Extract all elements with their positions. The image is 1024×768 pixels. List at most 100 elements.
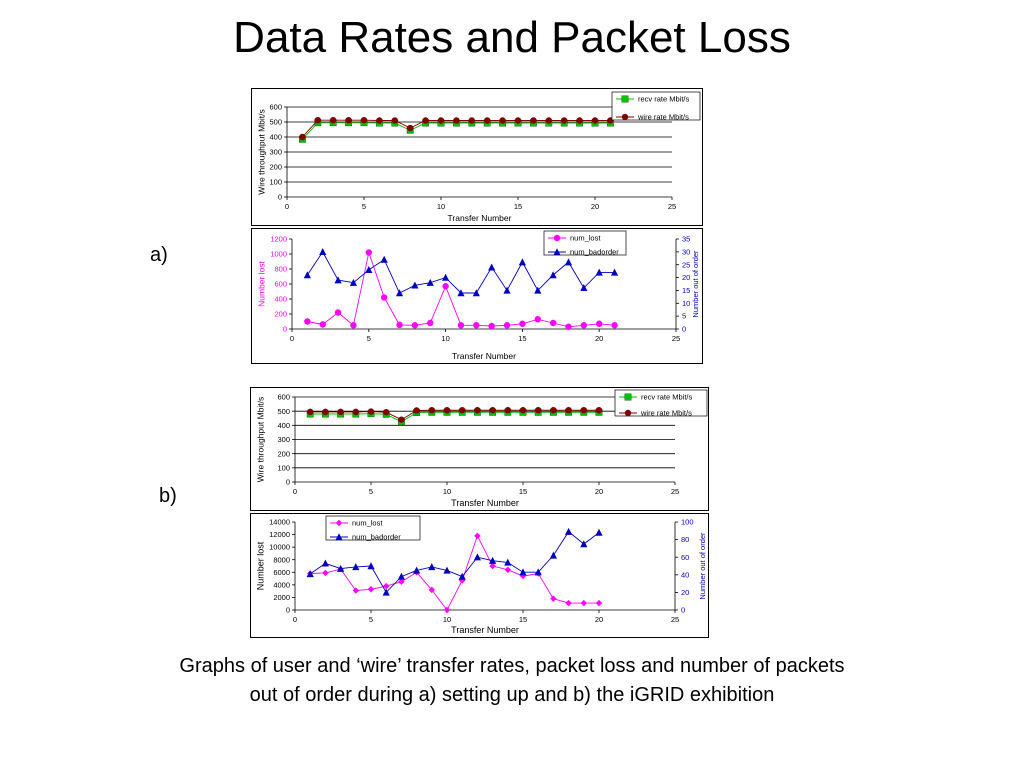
a-rates-data-point	[314, 117, 321, 124]
a-rates-data-point	[545, 117, 552, 124]
a-loss-series-num_lost	[304, 249, 618, 330]
a-rates-y-tick-label: 500	[269, 118, 282, 127]
b-rates-data-point	[504, 406, 511, 414]
b-loss-legend-marker	[335, 519, 343, 527]
b-loss-data-point	[397, 572, 405, 580]
b-loss-y-tick-label: 4000	[273, 580, 290, 589]
a-rates-data-point	[468, 117, 475, 124]
b-rates-y-tick-label: 0	[286, 478, 290, 487]
b-rates-x-tick-label: 15	[519, 487, 527, 496]
b-loss-data-point	[534, 568, 542, 576]
b-rates-legend: recv rate Mbit/s wire rate Mbit/s	[614, 389, 708, 418]
a-rates-legend-label: recv rate Mbit/s	[638, 95, 690, 104]
a-rates-data-point	[530, 117, 537, 124]
a-loss-data-point	[303, 271, 311, 279]
b-rates-data-point	[595, 406, 603, 414]
a-loss-data-point	[442, 283, 449, 290]
a-loss-y2-tick-label: 15	[682, 286, 690, 295]
a-loss-y-tick-label: 1000	[270, 250, 287, 259]
a-loss-legend-marker	[553, 248, 561, 256]
b-rates-data-point	[383, 408, 390, 416]
b-loss-series-num_badorder	[306, 527, 603, 596]
b-loss-data-point	[443, 566, 451, 574]
b-loss-y2-tick-label: 20	[681, 588, 689, 597]
a-loss-data-point	[580, 284, 588, 292]
b-rates-data-point	[352, 408, 359, 416]
a-loss-data-point	[380, 255, 388, 263]
a-rates-x-tick-label: 5	[362, 202, 366, 211]
b-loss-data-point	[352, 587, 359, 594]
a-loss-legend-label: num_lost	[570, 234, 601, 243]
b-loss-data-point	[367, 586, 375, 593]
b-loss-y2-tick-label: 60	[681, 553, 689, 562]
b-rates-data-point	[443, 406, 451, 414]
a-rates-series-wire rate Mbit/s	[299, 117, 614, 141]
a-loss-x-tick-label: 20	[595, 334, 603, 343]
a-rates-x-tick-label: 10	[437, 202, 445, 211]
b-loss-series-num_lost	[307, 532, 603, 614]
a-loss-y-tick-label: 400	[274, 295, 287, 304]
b-loss-data-point	[367, 562, 375, 570]
a-loss-y2-tick-label: 30	[682, 247, 690, 256]
b-rates-x-tick-label: 20	[595, 487, 603, 496]
chart-b-rates-svg: 0 100 200 300 400 500 600 0 5 10 15 20 25 Transfer Nu…	[255, 389, 708, 508]
slide-caption: Graphs of user and ‘wire’ transfer rates…	[40, 652, 984, 710]
a-loss-y-tick-label: 200	[274, 310, 287, 319]
a-loss-data-point	[472, 289, 480, 297]
b-loss-y2-tick-label: 80	[681, 535, 689, 544]
a-rates-data-point	[576, 117, 583, 124]
a-loss-data-point	[411, 322, 419, 329]
b-loss-data-point	[473, 553, 481, 561]
a-rates-data-point	[484, 117, 491, 124]
a-rates-x-tick-label: 0	[285, 202, 289, 211]
b-rates-data-point	[565, 406, 572, 414]
caption-line-1: Graphs of user and ‘wire’ transfer rates…	[179, 655, 845, 677]
a-loss-data-point	[319, 321, 326, 328]
panel-label-a: a)	[150, 244, 168, 266]
a-loss-legend-label: num_badorder	[570, 248, 619, 257]
a-loss-data-point	[411, 281, 419, 289]
b-loss-x-tick-label: 5	[369, 615, 373, 624]
a-loss-data-point	[488, 322, 495, 330]
slide-title: Data Rates and Packet Loss	[233, 13, 791, 62]
a-loss-y2-tick-label: 5	[682, 312, 686, 321]
a-loss-y2-tick-label: 20	[682, 273, 690, 282]
a-loss-data-point	[396, 321, 403, 329]
a-rates-y-tick-label: 600	[269, 103, 282, 112]
b-loss-data-point	[382, 588, 390, 596]
a-loss-y2-tick-label: 25	[682, 260, 690, 269]
b-loss-y-tick-label: 8000	[273, 555, 290, 564]
a-rates-data-point	[360, 117, 368, 124]
b-rates-data-point	[428, 406, 435, 414]
b-rates-data-point	[474, 406, 481, 414]
a-loss-y-tick-label: 800	[274, 265, 287, 274]
b-loss-x-tick-label: 25	[671, 615, 679, 624]
a-rates-legend-marker	[621, 95, 629, 103]
chart-b-loss: 0 2000 4000 6000 8000 10000 12000 14000 0 20 40 60 8…	[250, 513, 709, 638]
a-rates-data-point	[391, 117, 398, 124]
b-loss-y-tick-label: 14000	[269, 518, 290, 527]
a-loss-data-point	[595, 268, 603, 276]
b-rates-data-point	[307, 408, 314, 416]
caption-line-2: out of order during a) setting up and b)…	[249, 684, 775, 706]
a-rates-data-point	[407, 124, 414, 132]
a-loss-x-axis-label: Transfer Number	[452, 351, 516, 361]
a-rates-data-point	[561, 117, 568, 124]
b-loss-data-point	[489, 556, 497, 564]
a-rates-legend-label: wire rate Mbit/s	[637, 113, 689, 122]
a-loss-x-tick-label: 0	[290, 334, 294, 343]
a-loss-data-point	[596, 320, 603, 327]
b-loss-x-tick-label: 0	[293, 615, 297, 624]
a-loss-y2-tick-label: 35	[682, 235, 690, 244]
b-loss-data-point	[580, 599, 587, 607]
a-rates-data-point	[514, 117, 522, 124]
a-loss-data-point	[427, 319, 434, 327]
a-loss-data-point	[549, 271, 557, 279]
a-rates-legend: recv rate Mbit/s wire rate Mbit/s	[611, 91, 701, 122]
b-rates-legend-label: wire rate Mbit/s	[640, 409, 692, 418]
b-rates-x-tick-label: 25	[671, 487, 679, 496]
b-rates-y-tick-label: 300	[277, 435, 290, 444]
b-loss-data-point	[550, 595, 557, 602]
b-loss-legend-marker	[335, 533, 343, 541]
a-loss-data-point	[365, 249, 372, 256]
